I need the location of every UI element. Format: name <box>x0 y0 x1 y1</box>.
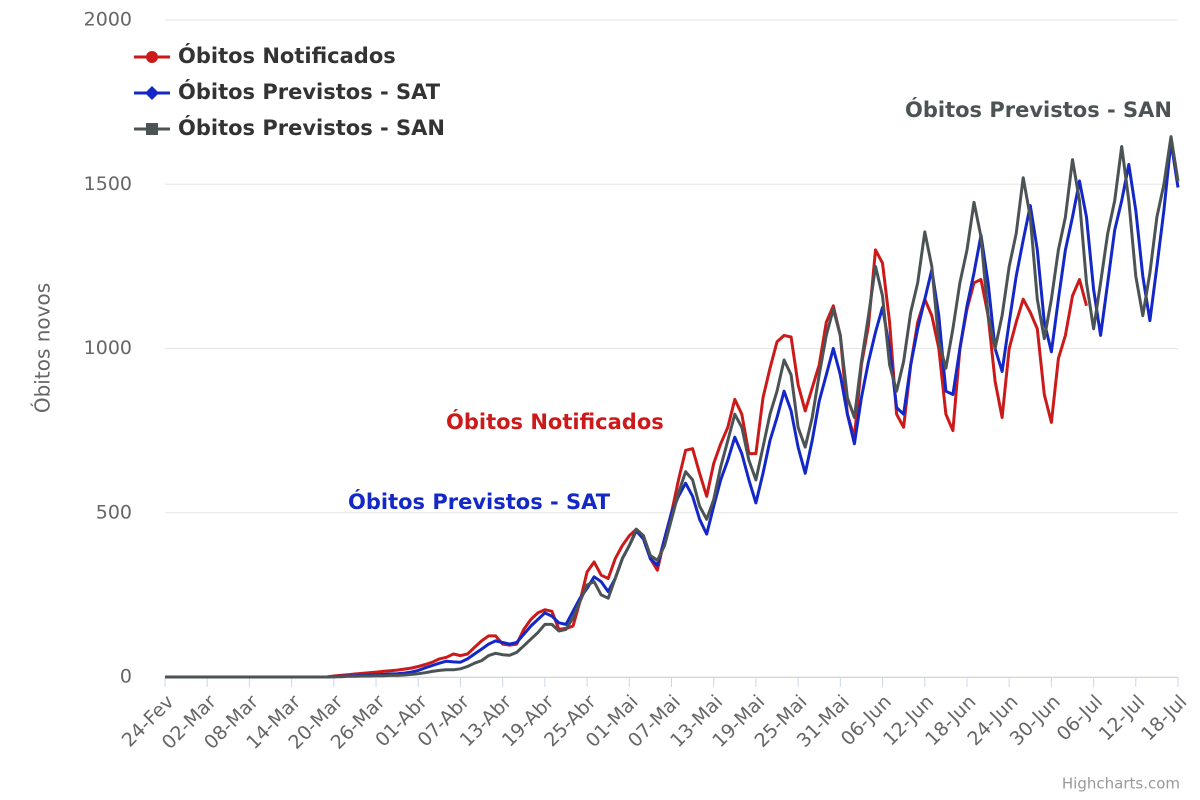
series-line <box>165 248 1088 679</box>
x-tick-label: 12-Jul <box>1095 691 1149 745</box>
legend-label: Óbitos Previstos - SAN <box>178 115 445 140</box>
legend-marker <box>145 86 159 100</box>
y-tick-label: 2000 <box>84 9 132 31</box>
y-tick-label: 1000 <box>84 337 132 359</box>
x-tick-label: 18-Jul <box>1137 691 1191 745</box>
annotation: Óbitos Previstos - SAT <box>348 489 611 514</box>
y-tick-label: 500 <box>96 501 132 523</box>
y-axis-title: Óbitos novos <box>31 283 55 413</box>
legend-label: Óbitos Notificados <box>178 43 396 68</box>
y-tick-label: 0 <box>120 666 132 688</box>
series-line <box>165 140 1180 679</box>
annotation: Óbitos Previstos - SAN <box>905 97 1172 122</box>
annotation: Óbitos Notificados <box>446 409 664 434</box>
legend-label: Óbitos Previstos - SAT <box>178 79 441 104</box>
legend-marker <box>146 51 158 63</box>
credit: Highcharts.com <box>1062 775 1180 793</box>
x-tick-label: 06-Jul <box>1053 691 1107 745</box>
legend-marker <box>146 123 158 135</box>
y-tick-label: 1500 <box>84 173 132 195</box>
series-line <box>165 135 1180 679</box>
